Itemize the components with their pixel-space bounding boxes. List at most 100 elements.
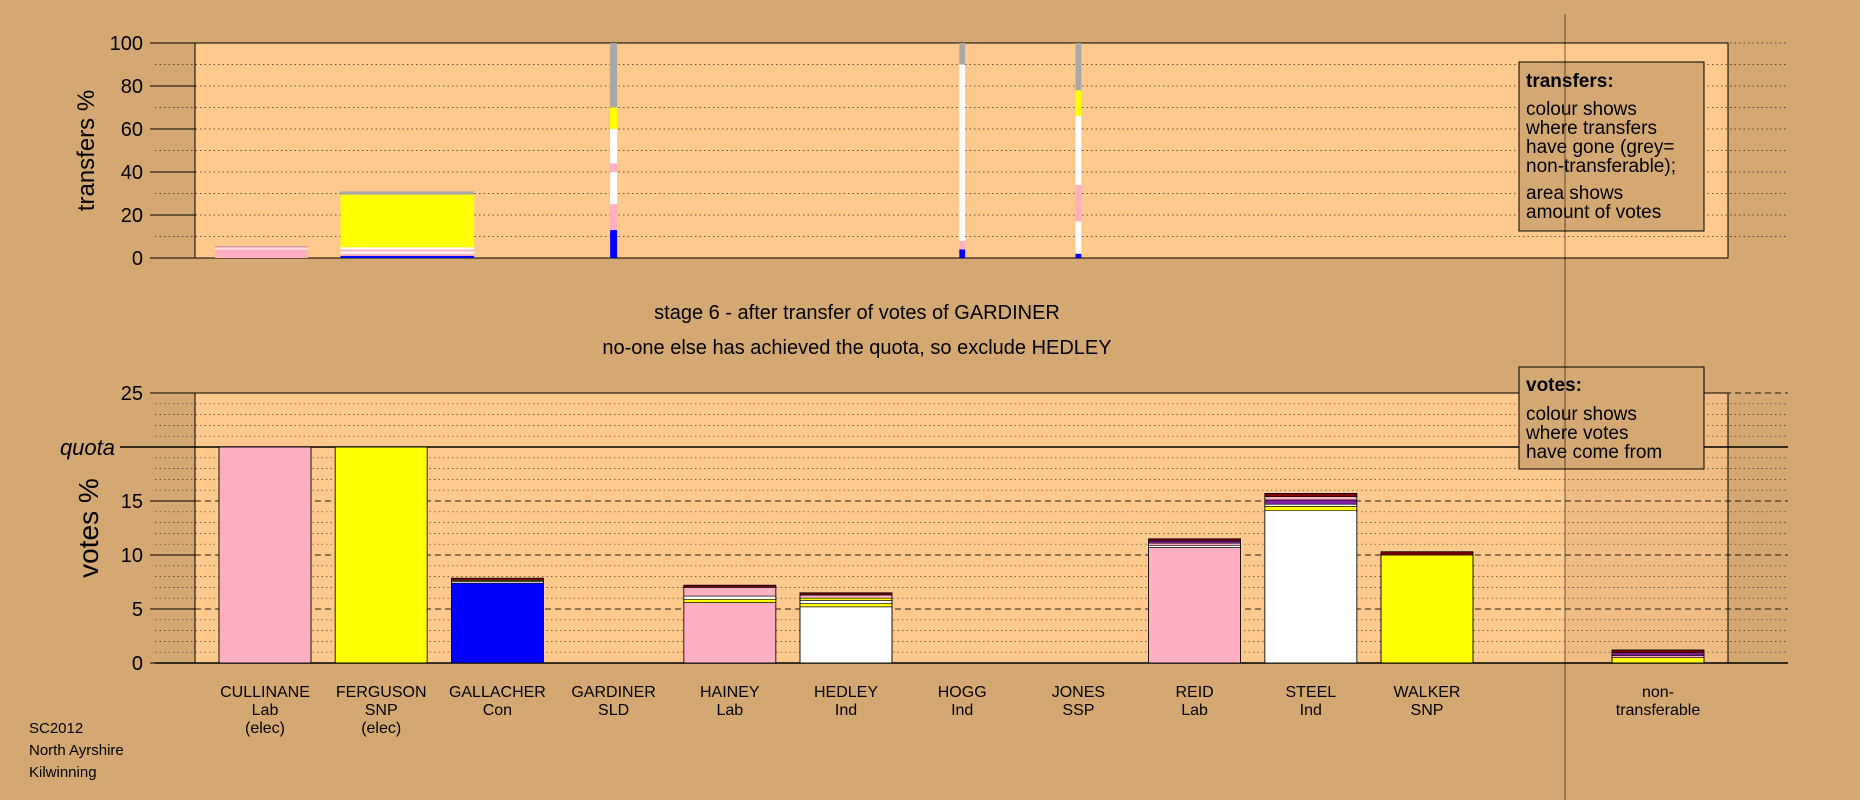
vote-bar-walker xyxy=(1380,551,1474,664)
candidate-name: JONES xyxy=(1052,684,1105,701)
vote-bar-outline xyxy=(799,592,893,664)
candidate-note: (elec) xyxy=(245,720,285,737)
transfer-segment-ind xyxy=(340,251,475,254)
votes-y-axis-label: votes % xyxy=(73,478,104,578)
transfers-legend-box xyxy=(1518,61,1705,232)
transfer-segment-snp xyxy=(1075,90,1082,117)
transfers-legend-line: amount of votes xyxy=(1526,202,1661,223)
transfer-segment-lab xyxy=(215,249,308,258)
vote-segment-lab xyxy=(1264,496,1358,501)
vote-segment-lab xyxy=(683,602,777,664)
vote-bar-hedley xyxy=(799,592,893,664)
candidate-party: SLD xyxy=(598,702,629,719)
transfer-segment-lab xyxy=(340,253,475,256)
votes-legend-line: where votes xyxy=(1525,423,1628,444)
vote-segment-lab xyxy=(1611,655,1705,658)
vote-bar-outline xyxy=(1148,538,1241,664)
transfers-y-axis-label: transfers % xyxy=(73,90,100,211)
candidate-party: Ind xyxy=(835,702,857,719)
transfer-bar-cullinane xyxy=(215,245,308,258)
vote-segment-snp xyxy=(1380,554,1474,664)
transfer-segment-con xyxy=(610,230,618,258)
votes-tick-label: 0 xyxy=(132,653,143,675)
vote-bar-reid xyxy=(1148,538,1241,664)
vote-segment-lab xyxy=(1148,542,1241,546)
candidate-labels: CULLINANELab(elec)FERGUSONSNP(elec)GALLA… xyxy=(220,684,1700,737)
transfer-segment-lab xyxy=(610,204,618,231)
transfer-segment-lab xyxy=(610,163,618,172)
footer-line: Kilwinning xyxy=(29,764,97,781)
transfer-segment-non xyxy=(610,43,618,108)
exclusion-status: no-one else has achieved the quota, so e… xyxy=(602,337,1111,359)
candidate-name: HAINEY xyxy=(700,684,760,701)
transfer-segment-ind xyxy=(959,64,966,241)
transfers-tick-label: 60 xyxy=(121,119,143,141)
votes-legend-box xyxy=(1518,366,1705,470)
vote-segment-snp xyxy=(799,603,893,608)
transfer-segment-non xyxy=(340,191,475,195)
transfer-segment-con xyxy=(1075,253,1082,258)
transfers-legend-line: area shows xyxy=(1526,183,1623,204)
transfer-segment-ind xyxy=(610,129,618,164)
candidate-name: REID xyxy=(1175,684,1213,701)
transfer-segment-ind xyxy=(340,247,475,250)
vote-segment-lab xyxy=(799,594,893,599)
vote-segment-dark xyxy=(1264,493,1358,497)
transfers-legend-title: transfers: xyxy=(1526,71,1614,92)
transfer-segment-ind xyxy=(215,248,308,250)
transfers-legend-line: non-transferable); xyxy=(1526,156,1676,177)
transfers-chart: 0 20 40 60 80 100 transfers % transfers: colour … xyxy=(73,33,1788,270)
vote-bar-outline xyxy=(1380,551,1474,664)
transfer-segment-non xyxy=(1075,43,1082,91)
vote-segment-lab xyxy=(218,446,312,664)
vote-segment-ind xyxy=(683,595,777,600)
transfer-segment-ind xyxy=(610,172,618,205)
candidate-party: SNP xyxy=(1411,702,1444,719)
transfers-legend-line: colour shows xyxy=(1526,99,1637,120)
transfer-segment-snp xyxy=(340,194,475,248)
vote-bar-outline xyxy=(1611,649,1705,664)
votes-legend-line: colour shows xyxy=(1526,404,1637,425)
vote-bar-outline xyxy=(218,446,312,664)
vote-bar-outline xyxy=(334,446,428,664)
transfer-segment-con xyxy=(340,255,475,258)
candidate-name: GALLACHER xyxy=(449,684,546,701)
vote-bar-gallacher xyxy=(450,577,544,664)
votes-legend-line: have come from xyxy=(1526,442,1662,463)
vote-bar-outline xyxy=(1264,493,1358,664)
vote-segment-snp xyxy=(683,598,777,603)
footer: SC2012 North Ayrshire Kilwinning xyxy=(29,720,124,781)
candidate-name: FERGUSON xyxy=(336,684,427,701)
transfers-tick-label: 40 xyxy=(121,162,143,184)
votes-tick-label: 25 xyxy=(121,383,143,405)
transfer-bar-gardiner xyxy=(610,43,618,258)
transfer-segment-non xyxy=(215,245,308,247)
quota-label: quota xyxy=(60,435,115,460)
transfer-segment-lab xyxy=(215,246,308,249)
candidate-party: Lab xyxy=(252,702,279,719)
transfer-bar-jones xyxy=(1075,43,1082,258)
transfer-segment-ind xyxy=(1075,116,1082,185)
vote-bar-non-transferable xyxy=(1611,649,1705,664)
vote-bar-cullinane xyxy=(218,446,312,664)
non-transferable-label: non- xyxy=(1642,684,1674,701)
transfer-segment-non xyxy=(959,43,966,65)
vote-segment-ind xyxy=(1264,510,1358,664)
vote-segment-purple xyxy=(1264,499,1358,505)
vote-segment-ind xyxy=(1264,503,1358,507)
non-transferable-label: transferable xyxy=(1616,702,1701,719)
transfer-segment-con xyxy=(959,249,966,258)
candidate-name: CULLINANE xyxy=(220,684,310,701)
candidate-party: Ind xyxy=(951,702,973,719)
transfer-bar-hogg xyxy=(959,43,966,258)
candidate-party: SNP xyxy=(365,702,398,719)
vote-segment-dark xyxy=(1611,649,1705,654)
transfer-segment-ind xyxy=(1075,221,1082,254)
transfer-bar-ferguson xyxy=(340,191,475,258)
vote-bar-outline xyxy=(683,584,777,664)
vote-segment-snp xyxy=(334,446,428,664)
footer-line: North Ayrshire xyxy=(29,742,124,759)
